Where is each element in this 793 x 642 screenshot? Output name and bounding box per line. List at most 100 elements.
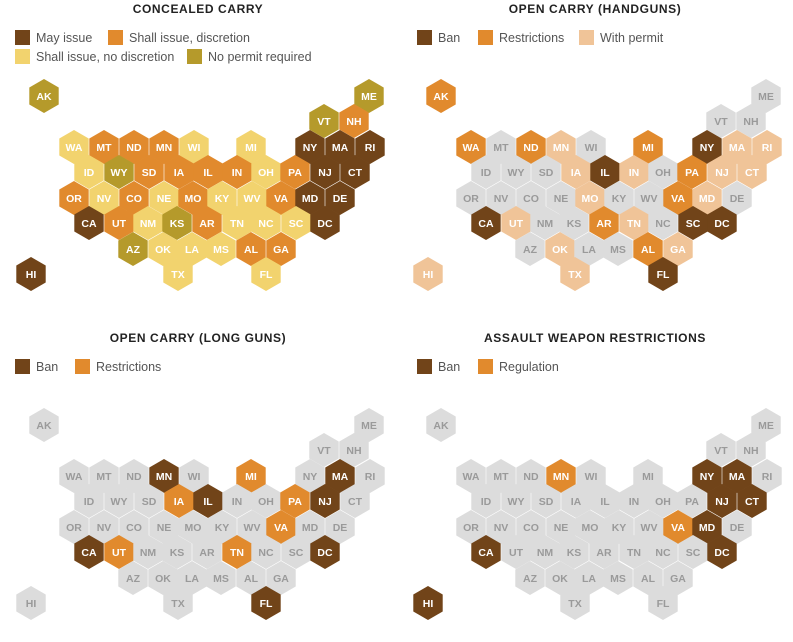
state-hex: [118, 232, 148, 266]
legend-label: With permit: [600, 31, 664, 45]
state-label: NM: [140, 547, 157, 559]
state-label: LA: [185, 244, 199, 256]
state-tile-il: IL: [193, 155, 223, 189]
state-label: DE: [730, 522, 745, 534]
state-label: AZ: [126, 573, 141, 585]
legend-label: Regulation: [499, 360, 559, 374]
state-tile-la: LA: [574, 232, 604, 266]
state-tile-me: ME: [354, 408, 384, 442]
state-tile-al: AL: [236, 561, 266, 595]
state-tile-wy: WY: [501, 484, 531, 518]
state-hex: [515, 232, 545, 266]
state-tile-oh: OH: [648, 484, 678, 518]
state-hex: [251, 586, 281, 620]
state-label: OR: [66, 522, 82, 534]
state-hex: [663, 181, 693, 215]
state-hex: [604, 510, 634, 544]
state-label: LA: [582, 244, 596, 256]
state-hex: [648, 257, 678, 291]
state-hex: [486, 181, 516, 215]
state-hex: [163, 586, 193, 620]
state-tile-ky: KY: [207, 181, 237, 215]
state-hex: [119, 130, 149, 164]
state-label: MN: [156, 142, 172, 154]
state-tile-wa: WA: [456, 130, 486, 164]
state-label: CT: [348, 167, 363, 179]
state-hex: [104, 155, 134, 189]
state-label: NY: [700, 142, 715, 154]
state-hex: [149, 181, 179, 215]
state-tile-ne: NE: [546, 181, 576, 215]
state-hex: [590, 155, 620, 189]
state-hex: [193, 484, 223, 518]
state-hex: [501, 484, 531, 518]
state-tile-ga: GA: [663, 232, 693, 266]
state-label: AL: [641, 244, 656, 256]
state-label: NM: [537, 547, 554, 559]
state-tile-nm: NM: [530, 535, 560, 569]
state-tile-pa: PA: [280, 484, 310, 518]
legend-swatch: [15, 359, 30, 374]
hex-map: AK ME VT NH WA MT ND MN WI MI NY MA RI ID WY SD IA IL IN OH…: [413, 408, 782, 620]
state-label: IA: [571, 167, 582, 179]
state-hex: [692, 181, 722, 215]
state-label: FL: [657, 269, 670, 281]
state-label: GA: [273, 573, 289, 585]
state-tile-ga: GA: [266, 232, 296, 266]
state-tile-nm: NM: [133, 535, 163, 569]
state-label: AL: [641, 573, 656, 585]
state-tile-nc: NC: [251, 535, 281, 569]
legend-label: Restrictions: [96, 360, 162, 374]
state-hex: [340, 155, 370, 189]
state-label: TX: [568, 269, 581, 281]
state-hex: [280, 155, 310, 189]
state-tile-nj: NJ: [310, 484, 340, 518]
state-hex: [706, 104, 736, 138]
panel-title: CONCEALED CARRY: [132, 2, 264, 16]
state-tile-ca: CA: [74, 535, 104, 569]
state-label: MA: [332, 471, 349, 483]
state-label: CO: [126, 522, 142, 534]
state-tile-md: MD: [692, 510, 722, 544]
state-tile-wi: WI: [576, 459, 606, 493]
state-label: RI: [365, 142, 376, 154]
state-tile-me: ME: [354, 79, 384, 113]
state-label: MT: [96, 142, 112, 154]
state-label: DC: [317, 218, 333, 230]
state-label: NE: [554, 193, 569, 205]
state-hex: [722, 459, 752, 493]
state-hex: [426, 79, 456, 113]
state-label: NC: [258, 218, 274, 230]
state-hex: [678, 535, 708, 569]
state-label: AL: [244, 244, 259, 256]
state-label: WI: [188, 471, 201, 483]
state-label: OR: [66, 193, 82, 205]
state-hex: [206, 561, 236, 595]
state-label: ME: [758, 420, 774, 432]
state-hex: [74, 155, 104, 189]
state-hex: [163, 257, 193, 291]
state-tile-nh: NH: [736, 433, 766, 467]
state-hex: [515, 561, 545, 595]
state-tile-ar: AR: [192, 206, 222, 240]
state-tile-ms: MS: [603, 232, 633, 266]
state-hex: [456, 510, 486, 544]
state-label: AZ: [523, 244, 538, 256]
state-tile-me: ME: [751, 79, 781, 113]
state-hex: [722, 510, 752, 544]
state-tile-in: IN: [222, 484, 252, 518]
state-hex: [16, 257, 46, 291]
state-tile-mt: MT: [486, 130, 516, 164]
state-tile-sd: SD: [134, 484, 164, 518]
state-hex: [574, 232, 604, 266]
state-label: WA: [66, 142, 83, 154]
state-tile-ak: AK: [426, 408, 456, 442]
state-hex: [589, 535, 619, 569]
state-label: ID: [84, 496, 95, 508]
state-tile-ar: AR: [589, 206, 619, 240]
state-tile-nh: NH: [339, 104, 369, 138]
state-label: DC: [317, 547, 333, 559]
state-tile-ny: NY: [692, 459, 722, 493]
state-tile-or: OR: [59, 510, 89, 544]
state-label: VA: [671, 193, 685, 205]
